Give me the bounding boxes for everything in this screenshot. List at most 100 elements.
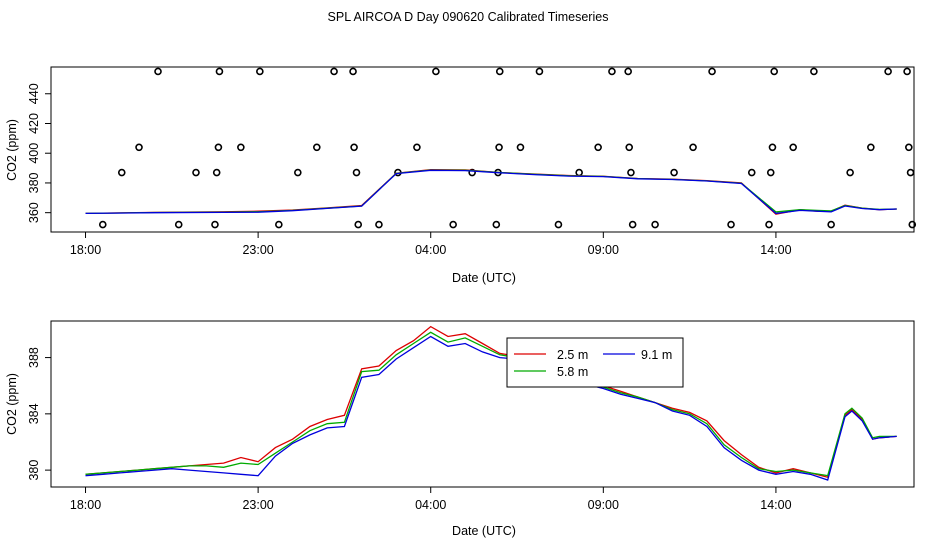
outlier-point [625,143,634,152]
outlier-point [256,67,264,76]
series-line-9-1-m [85,169,897,215]
outlier-markers-top [98,67,917,229]
outlier-point [352,168,361,177]
x-tick-label: 23:00 [242,498,273,512]
outlier-point [906,168,915,177]
y-tick-label: 360 [27,202,41,223]
outlier-point [354,220,363,229]
x-axis-bottom: 18:00 23:00 04:00 09:00 14:00 [70,487,792,512]
outlier-point [884,67,892,76]
outlier-point [211,220,219,229]
x-axis-top: 18:00 23:00 04:00 09:00 14:00 [70,232,792,257]
series-lines-top [85,168,897,215]
outlier-point [495,143,503,152]
outlier-point [192,168,200,177]
x-tick-label: 04:00 [415,243,446,257]
outlier-point [651,220,659,229]
outlier-point [214,143,223,152]
outlier-point [117,168,126,177]
y-axis-label-bottom: CO2 (ppm) [5,373,19,435]
outlier-point [628,220,637,229]
outlier-point [135,143,143,152]
outlier-point [670,168,678,177]
outlier-point [768,143,777,152]
y-tick-label: 400 [27,143,41,164]
outlier-point [212,168,221,177]
outlier-point [765,220,773,229]
outlier-point [903,67,911,76]
y-axis-bottom: 380 384 388 [27,347,51,481]
y-tick-label: 440 [27,83,41,104]
outlier-point [468,168,476,177]
series-line-5-8-m [85,331,897,477]
outlier-point [330,67,338,76]
series-line-2-5-m [85,325,897,478]
x-tick-label: 14:00 [760,243,791,257]
outlier-point [432,67,440,76]
panel-top: 18:00 23:00 04:00 09:00 14:00 360 380 400 420 44… [5,66,917,285]
x-tick-label: 18:00 [70,498,101,512]
outlier-point [495,67,504,76]
outlier-point [846,168,854,177]
y-tick-label: 380 [27,172,41,193]
outlier-point [689,143,697,152]
legend: 2.5 m 5.8 m 9.1 m [506,337,684,388]
panel-bottom: 18:00 23:00 04:00 09:00 14:00 380 384 388 CO2 … [5,320,915,538]
outlier-point [535,67,544,76]
x-tick-label: 18:00 [70,243,101,257]
outlier-point [294,168,302,177]
outlier-point [575,168,583,177]
outlier-point [375,220,383,229]
outlier-point [766,168,775,177]
figure-title: SPL AIRCOA D Day 090620 Calibrated Times… [328,10,609,24]
outlier-point [98,220,107,229]
series-lines-bottom [85,325,897,481]
x-tick-label: 14:00 [760,498,791,512]
outlier-point [908,220,917,229]
outlier-point [349,67,357,76]
outlier-point [708,67,716,76]
y-tick-label: 420 [27,113,41,134]
legend-box [506,337,684,388]
y-axis-label-top: CO2 (ppm) [5,119,19,181]
outlier-point [275,220,283,229]
x-axis-label-top: Date (UTC) [452,271,516,285]
outlier-point [350,143,358,152]
outlier-point [727,220,735,229]
outlier-point [554,220,563,229]
plot-frame-bottom [50,320,915,488]
outlier-point [770,67,778,76]
y-tick-label: 388 [27,347,41,368]
x-tick-label: 09:00 [588,243,619,257]
legend-label-5-8m: 5.8 m [557,365,588,379]
x-tick-label: 23:00 [242,243,273,257]
outlier-point [827,220,835,229]
outlier-point [449,220,457,229]
outlier-point [627,168,635,177]
x-axis-label-bottom: Date (UTC) [452,524,516,538]
outlier-point [594,143,602,152]
outlier-point [516,143,525,152]
outlier-point [624,67,632,76]
outlier-point [413,143,421,152]
outlier-point [810,67,818,76]
legend-label-9-1m: 9.1 m [641,348,672,362]
series-line-5-8-m [85,169,897,215]
outlier-point [313,143,321,152]
outlier-point [492,220,501,229]
x-tick-label: 09:00 [588,498,619,512]
y-axis-top: 360 380 400 420 440 [27,83,51,223]
series-line-9-1-m [85,335,897,481]
y-tick-label: 384 [27,403,41,424]
outlier-point [608,67,616,76]
outlier-point [154,67,162,76]
outlier-point [789,143,797,152]
legend-label-2-5m: 2.5 m [557,348,588,362]
outlier-point [747,168,756,177]
plot-frame-top [50,66,915,233]
outlier-point [237,143,245,152]
outlier-point [867,143,875,152]
outlier-point [174,220,183,229]
outlier-point [905,143,913,152]
